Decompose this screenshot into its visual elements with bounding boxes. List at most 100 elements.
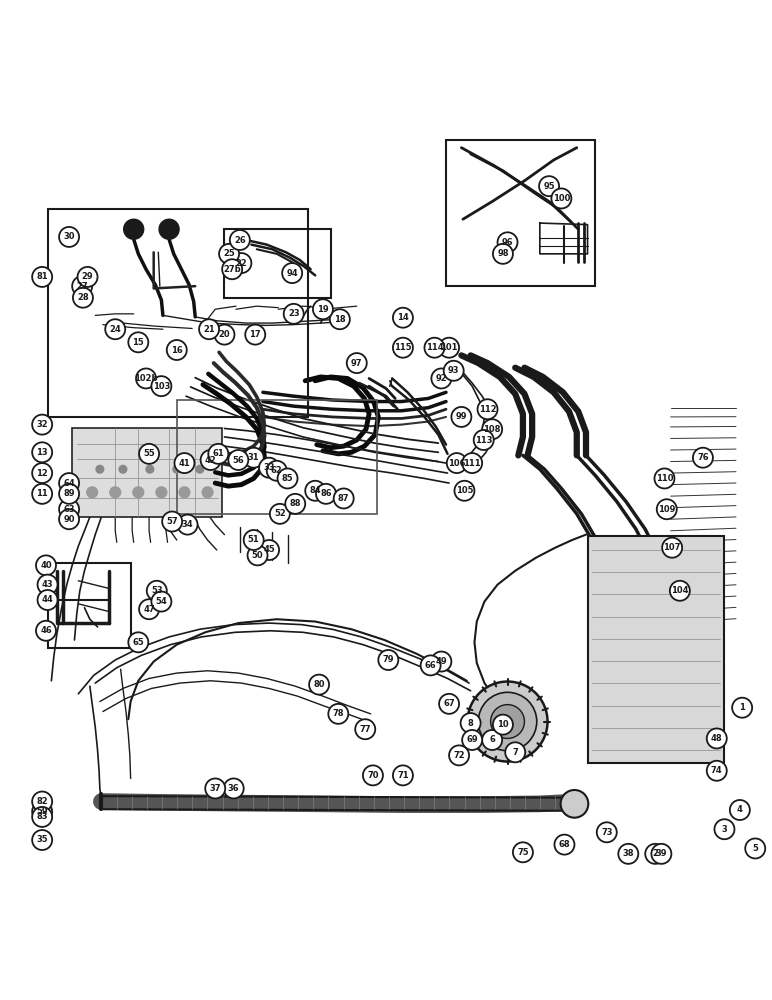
Text: 49: 49	[435, 657, 447, 666]
Text: 53: 53	[151, 586, 163, 595]
Text: 88: 88	[290, 499, 301, 508]
Circle shape	[474, 430, 493, 450]
Text: 12: 12	[36, 469, 48, 478]
Text: 18: 18	[334, 315, 346, 324]
Text: 27: 27	[76, 282, 88, 291]
Circle shape	[468, 682, 547, 762]
Circle shape	[706, 728, 726, 748]
Text: 24: 24	[110, 325, 121, 334]
Text: 71: 71	[397, 771, 408, 780]
Text: 100: 100	[553, 194, 570, 203]
Text: 86: 86	[320, 489, 332, 498]
Circle shape	[745, 838, 765, 858]
Text: 81: 81	[36, 272, 48, 281]
Text: 43: 43	[42, 580, 53, 589]
Text: 68: 68	[559, 840, 571, 849]
Text: 99: 99	[455, 412, 467, 421]
Text: 1: 1	[740, 703, 745, 712]
Circle shape	[425, 338, 445, 358]
Bar	[177, 400, 377, 514]
Circle shape	[59, 509, 79, 529]
Text: 44: 44	[42, 595, 53, 604]
Circle shape	[32, 807, 52, 827]
Text: 109: 109	[658, 505, 676, 514]
Circle shape	[662, 538, 682, 558]
Circle shape	[505, 742, 525, 762]
Text: 42: 42	[205, 456, 216, 465]
Text: 107: 107	[663, 543, 681, 552]
Text: 25: 25	[223, 249, 235, 258]
Circle shape	[670, 581, 690, 601]
Circle shape	[202, 487, 213, 498]
Circle shape	[309, 675, 329, 695]
Text: 34: 34	[181, 520, 193, 529]
Circle shape	[110, 487, 120, 498]
Circle shape	[491, 705, 524, 738]
Circle shape	[493, 244, 513, 264]
Circle shape	[270, 504, 290, 524]
Circle shape	[77, 267, 97, 287]
Circle shape	[645, 844, 665, 864]
Circle shape	[96, 465, 103, 473]
Text: 96: 96	[502, 238, 513, 247]
Circle shape	[229, 450, 249, 470]
Text: 61: 61	[212, 449, 224, 458]
Text: 2: 2	[652, 849, 659, 858]
Circle shape	[32, 484, 52, 504]
Text: 54: 54	[155, 597, 168, 606]
Circle shape	[36, 555, 56, 575]
Text: 112: 112	[479, 405, 496, 414]
Text: 72: 72	[453, 751, 465, 760]
Text: 40: 40	[40, 561, 52, 570]
Circle shape	[432, 652, 452, 672]
Circle shape	[167, 340, 187, 360]
Text: 70: 70	[367, 771, 379, 780]
Circle shape	[462, 730, 482, 750]
Circle shape	[347, 353, 367, 373]
Text: 77: 77	[360, 725, 371, 734]
Circle shape	[199, 319, 219, 339]
Text: 27b: 27b	[223, 265, 241, 274]
Text: 19: 19	[317, 305, 329, 314]
Circle shape	[714, 819, 734, 839]
Bar	[225, 229, 330, 298]
Circle shape	[146, 465, 154, 473]
Circle shape	[32, 442, 52, 462]
Circle shape	[215, 325, 235, 345]
Circle shape	[278, 468, 297, 488]
Text: 56: 56	[232, 456, 244, 465]
Circle shape	[393, 308, 413, 328]
Circle shape	[330, 309, 350, 329]
Text: 20: 20	[218, 330, 230, 339]
Circle shape	[597, 822, 617, 842]
Text: 13: 13	[36, 448, 48, 457]
Circle shape	[136, 368, 156, 388]
Circle shape	[59, 227, 79, 247]
Text: 11: 11	[36, 489, 48, 498]
Circle shape	[196, 465, 204, 473]
Circle shape	[493, 715, 513, 735]
Circle shape	[59, 473, 79, 493]
Circle shape	[105, 319, 125, 339]
Circle shape	[482, 730, 502, 750]
Circle shape	[147, 581, 167, 601]
Circle shape	[447, 453, 467, 473]
Circle shape	[178, 515, 198, 535]
Circle shape	[259, 458, 279, 478]
Text: 50: 50	[252, 551, 263, 560]
Text: 87: 87	[338, 494, 350, 503]
Circle shape	[730, 800, 750, 820]
Circle shape	[706, 761, 726, 781]
Text: 104: 104	[671, 586, 689, 595]
Circle shape	[36, 621, 56, 641]
Circle shape	[539, 176, 559, 196]
Circle shape	[432, 368, 452, 388]
Text: 17: 17	[249, 330, 261, 339]
Circle shape	[32, 463, 52, 483]
Circle shape	[732, 698, 752, 718]
Text: 110: 110	[655, 474, 673, 483]
Circle shape	[205, 778, 225, 798]
Text: 74: 74	[711, 766, 723, 775]
Circle shape	[554, 835, 574, 855]
Circle shape	[439, 338, 459, 358]
